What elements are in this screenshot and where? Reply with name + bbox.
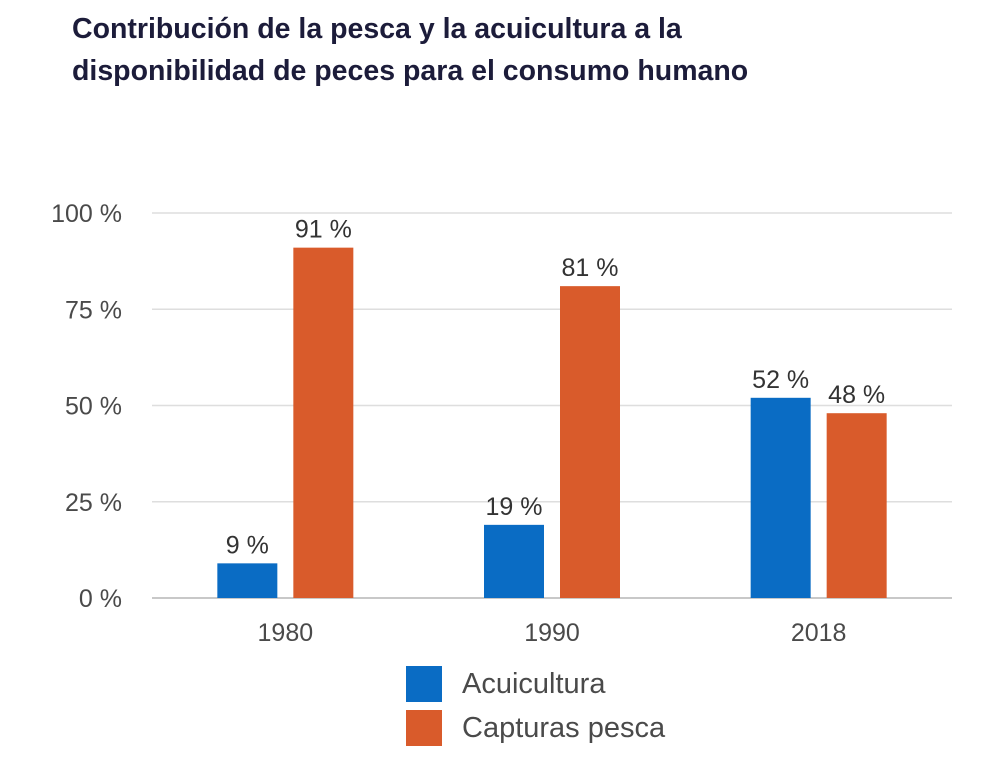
- bar-acuicultura-2018: [750, 397, 811, 598]
- y-axis: 0 % 25 % 50 % 75 % 100 %: [51, 200, 122, 613]
- bar-acuicultura-1990: [484, 524, 544, 598]
- bar-capturas-pesca-1980: [293, 247, 354, 598]
- gridlines: [152, 212, 952, 503]
- legend-swatch-acuicultura: [406, 666, 442, 702]
- y-tick-label: 0 %: [79, 585, 122, 613]
- x-tick-label: 2018: [791, 619, 847, 647]
- chart-title-line-1: Contribución de la pesca y la acuicultur…: [72, 13, 682, 45]
- bars: [217, 247, 887, 598]
- legend-label-capturas-pesca: Capturas pesca: [462, 711, 666, 744]
- legend-swatch-capturas-pesca: [406, 710, 442, 746]
- data-label: 48 %: [828, 381, 885, 409]
- legend-item-capturas-pesca: Capturas pesca: [406, 706, 665, 750]
- data-label: 91 %: [295, 216, 352, 244]
- data-labels: 9 % 91 % 19 % 81 % 52 % 48 %: [226, 216, 885, 560]
- y-tick-label: 75 %: [65, 296, 122, 324]
- y-tick-label: 50 %: [65, 393, 122, 421]
- legend: Acuicultura Capturas pesca: [406, 662, 665, 750]
- legend-item-acuicultura: Acuicultura: [406, 662, 665, 706]
- x-tick-label: 1980: [258, 619, 314, 647]
- x-axis: 1980 1990 2018: [152, 597, 952, 647]
- chart-title-line-2: disponibilidad de peces para el consumo …: [72, 55, 749, 87]
- bar-chart: 0 % 25 % 50 % 75 % 100 % 1980 1990 2018 9 % 91 …: [51, 200, 952, 647]
- bar-capturas-pesca-2018: [826, 413, 887, 598]
- data-label: 81 %: [562, 254, 619, 282]
- bar-capturas-pesca-1990: [560, 286, 620, 598]
- chart-title: Contribución de la pesca y la acuicultur…: [72, 8, 952, 92]
- data-label: 19 %: [486, 493, 543, 521]
- y-tick-label: 25 %: [65, 489, 122, 517]
- data-label: 52 %: [752, 366, 809, 394]
- data-label: 9 %: [226, 531, 269, 559]
- x-tick-label: 1990: [524, 619, 580, 647]
- y-tick-label: 100 %: [51, 200, 122, 228]
- legend-label-acuicultura: Acuicultura: [462, 667, 606, 700]
- bar-acuicultura-1980: [217, 563, 278, 598]
